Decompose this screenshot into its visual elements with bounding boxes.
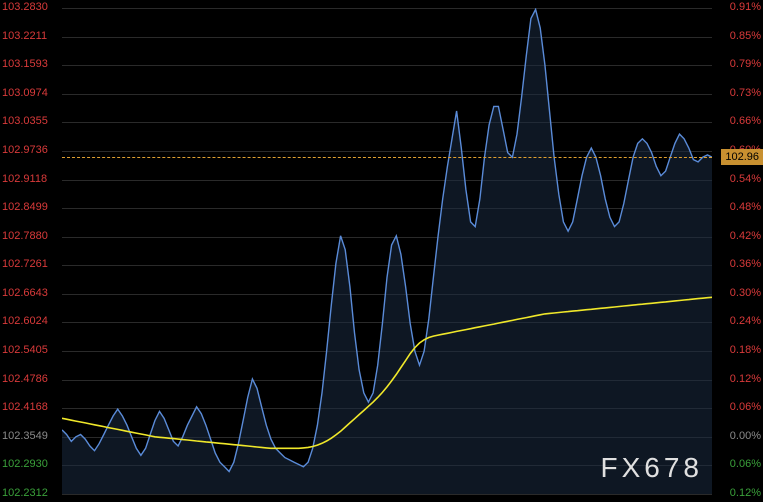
y-left-tick: 102.6643: [2, 287, 48, 299]
y-axis-left: 103.2830 103.2211 103.1593 103.0974 103.0355…: [2, 0, 62, 502]
watermark: FX678: [601, 452, 704, 484]
y-right-tick: 0.12%: [730, 373, 761, 385]
y-right-tick: 0.12%: [730, 487, 761, 499]
y-left-tick: 102.2312: [2, 487, 48, 499]
y-left-tick: 102.7880: [2, 230, 48, 242]
y-left-tick: 102.7261: [2, 258, 48, 270]
y-left-tick: 102.5405: [2, 344, 48, 356]
y-right-tick: 0.30%: [730, 287, 761, 299]
y-axis-right: 0.91%0.85%0.79%0.73%0.66%0.60%0.54%0.48%…: [711, 0, 761, 502]
y-right-tick: 0.66%: [730, 115, 761, 127]
chart-container: 103.2830 103.2211 103.1593 103.0974 103.0355…: [0, 0, 763, 502]
current-price-line: [62, 157, 712, 158]
y-right-tick: 0.54%: [730, 173, 761, 185]
y-left-tick: 102.8499: [2, 201, 48, 213]
current-price-badge: 102.96: [721, 149, 763, 165]
y-left-tick: 102.9736: [2, 144, 48, 156]
y-left-tick: 102.4786: [2, 373, 48, 385]
y-right-tick: 0.06%: [730, 458, 761, 470]
y-left-tick: 102.6024: [2, 315, 48, 327]
y-right-tick: 0.36%: [730, 258, 761, 270]
y-right-tick: 0.85%: [730, 30, 761, 42]
y-left-tick: 103.1593: [2, 58, 48, 70]
y-right-tick: 0.91%: [730, 1, 761, 13]
plot-area[interactable]: [62, 8, 712, 494]
y-right-tick: 0.00%: [730, 430, 761, 442]
y-right-tick: 0.73%: [730, 87, 761, 99]
y-right-tick: 0.24%: [730, 315, 761, 327]
y-left-tick: 103.0355: [2, 115, 48, 127]
y-right-tick: 0.79%: [730, 58, 761, 70]
y-left-tick: 102.9118: [2, 173, 47, 185]
gridline: [62, 494, 712, 495]
y-right-tick: 0.48%: [730, 201, 761, 213]
y-right-tick: 0.42%: [730, 230, 761, 242]
y-left-tick: 102.4168: [2, 401, 48, 413]
chart-svg: [62, 8, 712, 494]
y-left-tick: 103.0974: [2, 87, 48, 99]
y-left-tick: 103.2830: [2, 1, 48, 13]
y-left-tick: 102.2930: [2, 458, 48, 470]
y-left-tick: 103.2211: [2, 30, 47, 42]
price-area: [62, 9, 712, 494]
y-right-tick: 0.06%: [730, 401, 761, 413]
y-left-tick: 102.3549: [2, 430, 48, 442]
y-right-tick: 0.18%: [730, 344, 761, 356]
